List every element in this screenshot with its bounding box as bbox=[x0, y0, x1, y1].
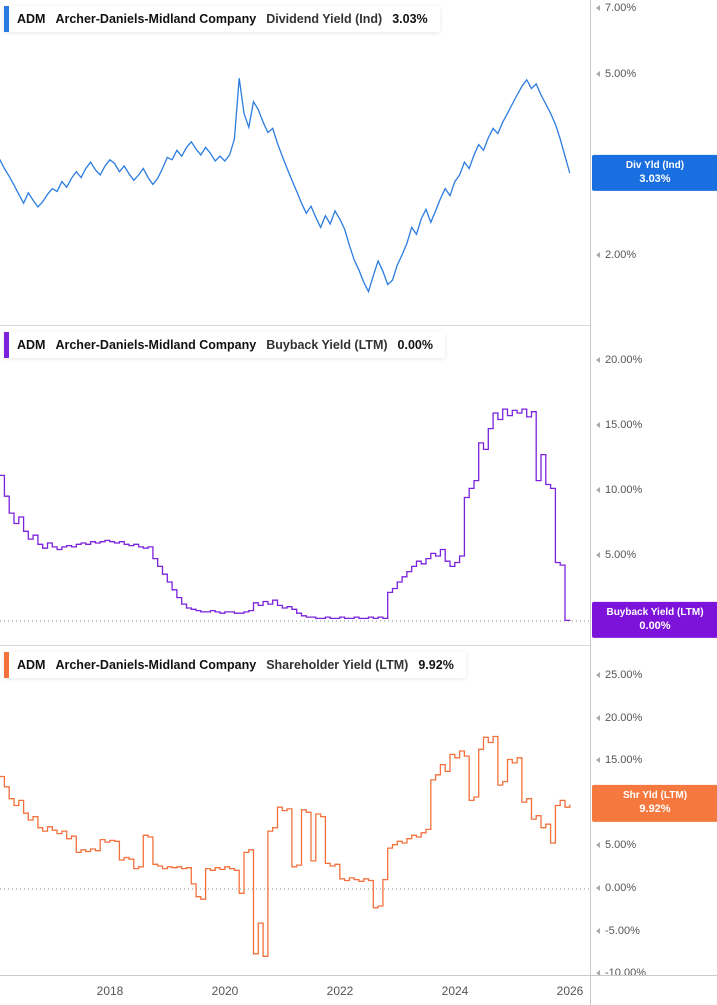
shareholder-yield-line-chart[interactable] bbox=[0, 646, 590, 976]
tick-label: -10.00% bbox=[605, 967, 646, 980]
y-axis-tick: 20.00% bbox=[596, 354, 642, 366]
ticker-symbol: ADM bbox=[17, 338, 46, 352]
y-axis-tick: 0.00% bbox=[596, 882, 636, 894]
tick-arrow-icon bbox=[596, 927, 600, 934]
shareholder-chart-legend: ADM Archer-Daniels-Midland Company Share… bbox=[4, 652, 466, 678]
chart-panel-shareholder-yield[interactable]: ADM Archer-Daniels-Midland Company Share… bbox=[0, 645, 590, 976]
chart-panel-dividend-yield[interactable]: ADM Archer-Daniels-Midland Company Divid… bbox=[0, 0, 590, 325]
x-axis-tick: 2020 bbox=[211, 984, 239, 998]
buyback-last-value-badge: Buyback Yield (LTM) 0.00% bbox=[592, 601, 717, 639]
y-axis-tick: -10.00% bbox=[596, 967, 646, 979]
x-axis-tick: 2024 bbox=[441, 984, 469, 998]
company-name: Archer-Daniels-Midland Company bbox=[55, 338, 257, 352]
tick-arrow-icon bbox=[596, 672, 600, 678]
metric-name: Dividend Yield (Ind) bbox=[266, 12, 383, 26]
legend-accent-bar bbox=[4, 652, 9, 678]
y-axis-tick: 5.00% bbox=[596, 549, 636, 561]
metric-name: Buyback Yield (LTM) bbox=[266, 338, 388, 352]
y-axis-tick: 20.00% bbox=[596, 712, 642, 724]
time-axis[interactable]: 2018 2020 2022 2024 2026 bbox=[0, 975, 717, 1005]
y-axis-tick: 5.00% bbox=[596, 68, 636, 80]
y-axis-tick: 15.00% bbox=[596, 419, 642, 431]
shareholder-last-value-badge: Shr Yld (LTM) 9.92% bbox=[592, 785, 717, 822]
tick-arrow-icon bbox=[596, 357, 600, 363]
buyback-yield-line-chart[interactable] bbox=[0, 326, 590, 646]
tick-label: 25.00% bbox=[605, 669, 643, 681]
tick-arrow-icon bbox=[596, 422, 600, 428]
tick-label: 5.00% bbox=[605, 549, 637, 561]
right-price-axis[interactable]: 7.00% 5.00% 2.00% Div Yld (Ind) 3.03% 20.00% 1… bbox=[590, 0, 717, 1005]
y-axis-tick: 2.00% bbox=[596, 249, 636, 261]
company-name: Archer-Daniels-Midland Company bbox=[55, 12, 257, 26]
metric-value: 3.03% bbox=[392, 12, 428, 26]
tick-label: 5.00% bbox=[605, 68, 637, 81]
tick-arrow-icon bbox=[596, 487, 600, 493]
shareholder-series-line bbox=[0, 735, 571, 957]
tick-arrow-icon bbox=[596, 842, 600, 849]
y-axis-tick: 25.00% bbox=[596, 669, 642, 681]
y-axis-tick: 7.00% bbox=[596, 2, 636, 14]
tick-label: 15.00% bbox=[605, 754, 643, 767]
x-axis-tick: 2026 bbox=[556, 984, 584, 998]
legend-accent-bar bbox=[4, 332, 9, 358]
tick-arrow-icon bbox=[596, 970, 600, 977]
y-axis-tick: 10.00% bbox=[596, 484, 642, 496]
y-axis-tick: 15.00% bbox=[596, 754, 642, 766]
metric-value: 9.92% bbox=[418, 658, 454, 672]
tick-arrow-icon bbox=[596, 757, 600, 764]
ticker-symbol: ADM bbox=[17, 658, 46, 672]
buyback-series-line bbox=[0, 408, 571, 622]
metric-name: Shareholder Yield (LTM) bbox=[266, 658, 409, 672]
company-name: Archer-Daniels-Midland Company bbox=[55, 658, 257, 672]
tick-label: 15.00% bbox=[605, 419, 643, 431]
y-axis-tick: -5.00% bbox=[596, 925, 640, 937]
dividend-yield-line-chart[interactable] bbox=[0, 0, 590, 325]
legend-accent-bar bbox=[4, 6, 9, 32]
tick-label: 20.00% bbox=[605, 354, 643, 366]
tick-label: 20.00% bbox=[605, 711, 643, 724]
dividend-series-line bbox=[0, 78, 571, 294]
tick-arrow-icon bbox=[596, 71, 600, 78]
tick-label: -5.00% bbox=[605, 924, 640, 937]
tick-label: 0.00% bbox=[605, 882, 637, 894]
tick-arrow-icon bbox=[596, 251, 600, 258]
metric-value: 0.00% bbox=[397, 338, 433, 352]
dividend-chart-legend: ADM Archer-Daniels-Midland Company Divid… bbox=[4, 6, 440, 32]
chart-panel-buyback-yield[interactable]: ADM Archer-Daniels-Midland Company Buyba… bbox=[0, 325, 590, 646]
tick-label: 7.00% bbox=[605, 1, 637, 14]
buyback-chart-legend: ADM Archer-Daniels-Midland Company Buyba… bbox=[4, 332, 445, 358]
tick-arrow-icon bbox=[596, 714, 600, 721]
ticker-symbol: ADM bbox=[17, 12, 46, 26]
dividend-last-value-badge: Div Yld (Ind) 3.03% bbox=[592, 154, 717, 192]
tick-arrow-icon bbox=[596, 552, 600, 558]
tick-arrow-icon bbox=[596, 885, 600, 891]
tick-label: 5.00% bbox=[605, 839, 637, 852]
tick-label: 2.00% bbox=[605, 248, 637, 261]
tick-label: 10.00% bbox=[605, 484, 643, 496]
x-axis-tick: 2022 bbox=[326, 984, 354, 998]
x-axis-tick: 2018 bbox=[96, 984, 124, 998]
tick-arrow-icon bbox=[596, 4, 600, 11]
y-axis-tick: 5.00% bbox=[596, 839, 636, 851]
